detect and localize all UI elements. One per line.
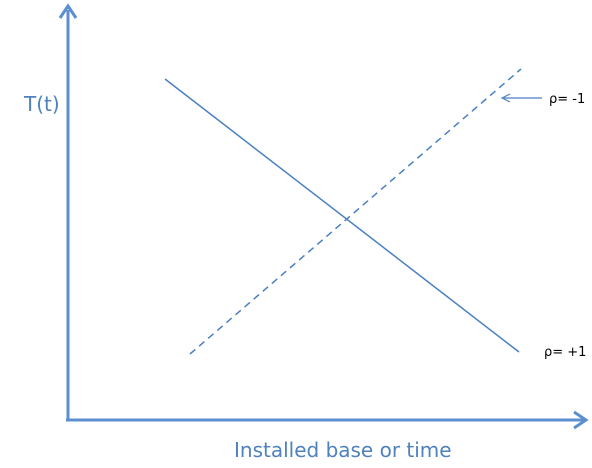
line-rho-plus-one — [164, 78, 520, 353]
y-axis-arrowhead — [58, 3, 78, 19]
x-axis-label: Installed base or time — [234, 438, 452, 462]
line-rho-minus-one — [189, 68, 522, 355]
label-pointer-arrowhead — [500, 93, 511, 103]
y-axis-label: T(t) — [24, 92, 60, 116]
rho-plus-one-label: ρ= +1 — [544, 345, 587, 360]
x-axis-arrowhead — [573, 410, 589, 430]
rho-minus-one-label: ρ= -1 — [549, 92, 586, 107]
